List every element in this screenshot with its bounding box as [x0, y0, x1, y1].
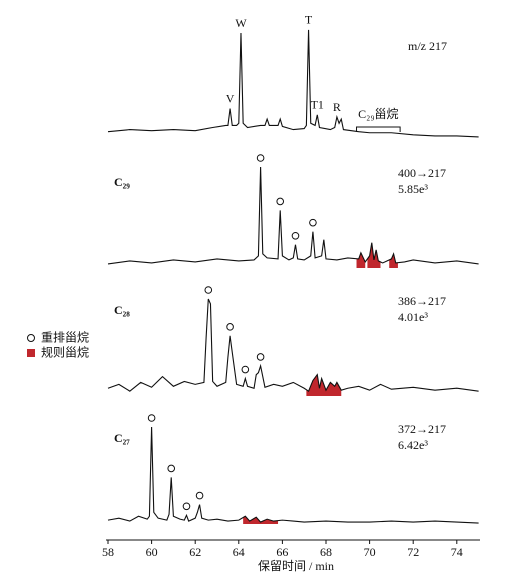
trace-label: C₂₉	[114, 175, 130, 189]
trace-annotation: 386→217	[398, 294, 446, 308]
legend-marker	[27, 349, 35, 357]
trace	[107, 29, 479, 138]
x-tick-label: 72	[407, 545, 419, 559]
peak-label: T1	[311, 98, 324, 112]
trace-annotation: 5.85e³	[398, 182, 428, 196]
trace-annotation: 372→217	[398, 422, 446, 436]
trace	[107, 298, 479, 392]
peak-marker	[195, 491, 204, 500]
peak-marker	[147, 414, 156, 422]
peak-marker	[276, 197, 285, 206]
legend-label: 重排甾烷	[41, 331, 89, 345]
x-tick-label: 62	[189, 545, 201, 559]
peak-label: V	[226, 91, 235, 105]
trace-label: C₂₈	[114, 303, 130, 317]
legend-label: 规则甾烷	[41, 345, 89, 360]
bracket	[356, 126, 401, 132]
trace	[107, 426, 479, 524]
highlight-area	[389, 253, 398, 268]
highlight-area	[356, 252, 366, 268]
peak-marker	[309, 218, 317, 227]
x-tick-label: 66	[276, 545, 288, 559]
trace-annotation: m/z 217	[408, 39, 447, 53]
peak-label: T	[305, 13, 313, 27]
x-tick-label: 60	[146, 545, 158, 559]
trace-annotation: 400→217	[398, 166, 446, 180]
peak-label: W	[235, 16, 247, 30]
peak-marker	[182, 502, 191, 511]
peak-marker	[226, 323, 234, 331]
highlight-area	[367, 242, 381, 268]
x-tick-label: 68	[320, 545, 332, 559]
peak-marker	[167, 464, 176, 473]
x-tick-label: 64	[233, 545, 245, 559]
bracket-label: C₂₉甾烷	[358, 107, 398, 121]
trace	[107, 166, 479, 265]
highlight-area	[243, 516, 279, 524]
trace-annotation: 6.42e³	[398, 438, 428, 452]
peak-marker	[204, 286, 213, 294]
x-tick-label: 58	[102, 545, 114, 559]
trace-annotation: 4.01e³	[398, 310, 428, 324]
x-tick-label: 70	[364, 545, 376, 559]
x-axis-title: 保留时间 / min	[258, 559, 334, 573]
peak-marker	[256, 154, 265, 162]
legend-marker	[27, 334, 35, 342]
peak-marker	[291, 231, 300, 240]
trace-label: C₂₇	[114, 431, 130, 445]
peak-marker	[256, 353, 265, 361]
x-tick-label: 74	[451, 545, 463, 559]
peak-label: R	[333, 100, 341, 114]
peak-marker	[241, 365, 250, 374]
